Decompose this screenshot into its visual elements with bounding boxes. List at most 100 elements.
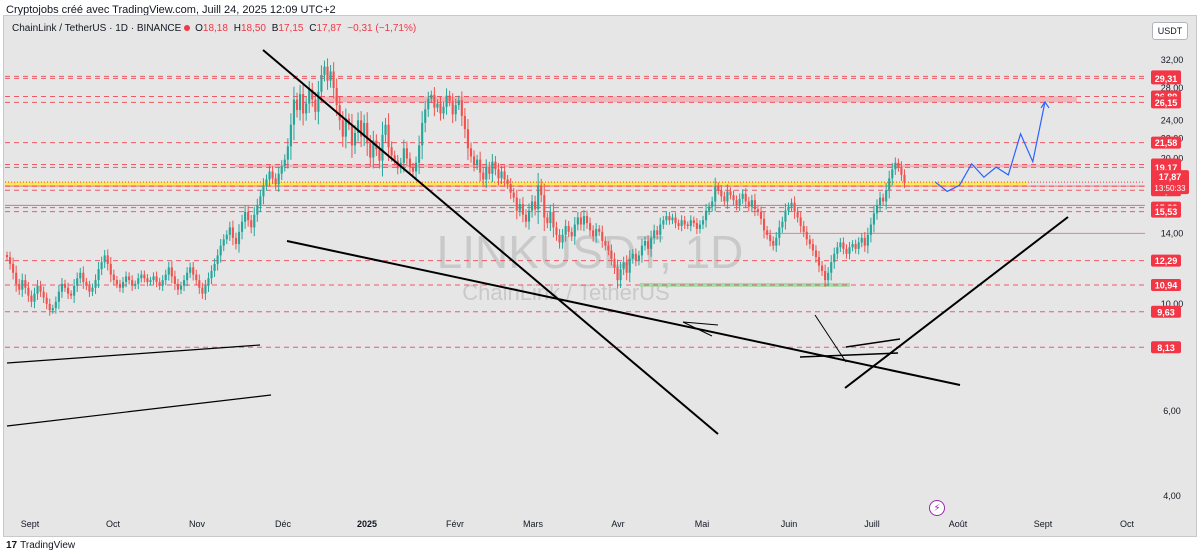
candle-body [167, 267, 170, 275]
candle-body [869, 224, 872, 235]
candle-body [63, 283, 67, 288]
price-label-text: 9,63 [1157, 307, 1175, 317]
trend-line [682, 321, 713, 337]
candle-body [201, 287, 204, 294]
candle-body [118, 283, 122, 288]
candle-body [891, 169, 894, 179]
candle-body [827, 272, 830, 281]
candle-body [234, 237, 238, 245]
candle-body [271, 171, 274, 179]
candle-body [714, 186, 717, 202]
candle-body [479, 159, 482, 173]
candle-body [592, 230, 595, 237]
lightning-icon[interactable]: ⚡ [929, 500, 945, 516]
open-value: 18,18 [202, 23, 228, 34]
candle-body [686, 224, 689, 226]
candle-body [442, 106, 445, 114]
candle-body [436, 103, 439, 108]
candle-body [744, 193, 747, 202]
candle-body [830, 262, 833, 273]
candle-body [781, 221, 784, 228]
symbol-name[interactable]: ChainLink / TetherUS · 1D · BINANCE [12, 23, 182, 34]
red-zone [320, 96, 1077, 103]
candle-body [872, 213, 876, 225]
candle-body [683, 220, 686, 225]
candle-body [814, 250, 818, 258]
candle-body [875, 205, 879, 214]
candle-body [485, 167, 488, 180]
trend-line [814, 314, 847, 363]
trend-line [6, 394, 272, 427]
trend-line [844, 216, 1069, 389]
candle-body [57, 291, 60, 302]
x-tick-label: Août [949, 519, 968, 529]
candle-body [60, 283, 64, 292]
symbol-legend: ChainLink / TetherUS · 1D · BINANCE O18,… [12, 23, 419, 34]
candle-body [115, 280, 118, 284]
candle-body [659, 224, 662, 235]
candle-body [512, 192, 515, 198]
candle-body [387, 124, 390, 148]
candle-body [466, 129, 470, 149]
candle-body [885, 190, 888, 202]
candle-body [576, 217, 579, 225]
candle-body [308, 89, 311, 104]
candle-body [195, 274, 198, 281]
candle-body [356, 120, 360, 133]
candle-body [36, 285, 39, 294]
candle-body [628, 258, 631, 273]
x-tick-label: Juin [781, 519, 798, 529]
currency-unit-button[interactable]: USDT [1152, 22, 1188, 40]
candle-body [411, 167, 415, 172]
x-tick-label: Déc [275, 519, 292, 529]
candle-body [561, 234, 564, 243]
candle-body [476, 159, 479, 165]
low-value: 17,15 [278, 23, 304, 34]
candle-body [836, 247, 839, 254]
candle-body [295, 99, 299, 111]
candle-body [695, 223, 698, 229]
high-value: 18,50 [240, 23, 266, 34]
candle-body [24, 280, 27, 288]
candle-body [882, 197, 885, 202]
candle-body [259, 196, 262, 206]
tradingview-logo-icon: 17 [6, 540, 18, 551]
candle-body [317, 91, 320, 112]
price-label-box [1151, 305, 1181, 318]
candle-body [851, 244, 854, 248]
candle-body [155, 276, 158, 282]
candle-body [753, 200, 756, 210]
candle-body [134, 283, 137, 286]
candle-body [741, 193, 744, 199]
candle-body [549, 211, 552, 224]
candle-body [219, 245, 222, 256]
candle-body [338, 105, 341, 121]
candle-body [564, 225, 567, 235]
candle-body [646, 240, 650, 249]
candle-body [369, 143, 372, 158]
tradingview-brand[interactable]: TradingView [20, 540, 76, 551]
x-tick-label: Sept [21, 519, 40, 529]
price-label-text: 12,29 [1155, 256, 1178, 266]
candle-body [839, 242, 842, 248]
candle-body [91, 287, 94, 292]
chart-credit: Cryptojobs créé avec TradingView.com, Ju… [6, 4, 336, 16]
candle-body [360, 120, 363, 137]
candle-layer [5, 58, 906, 316]
price-label-text: 8,13 [1157, 343, 1175, 353]
candle-body [677, 223, 680, 226]
change-value: −0,31 (−1,71%) [347, 23, 417, 34]
candle-body [262, 185, 265, 197]
candle-body [607, 245, 610, 251]
candle-body [207, 278, 210, 286]
candle-body [353, 132, 357, 146]
candle-body [729, 191, 732, 196]
candle-body [784, 210, 787, 222]
drawing-layer [6, 49, 1069, 435]
candle-body [665, 216, 668, 221]
close-value: 17,87 [316, 23, 342, 34]
candle-body [854, 244, 857, 249]
x-tick-label: Avr [611, 519, 624, 529]
